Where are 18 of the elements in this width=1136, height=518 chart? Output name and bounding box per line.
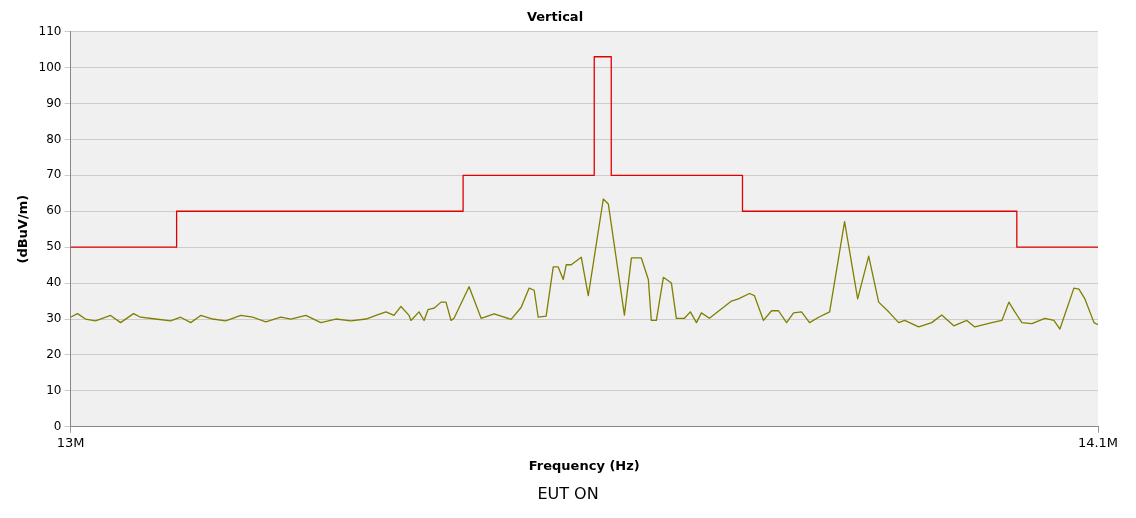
text: EUT ON — [536, 484, 600, 503]
y-tick-label: 10 — [46, 383, 62, 397]
y-tick-label: 70 — [46, 167, 62, 182]
y-tick-label: 60 — [46, 203, 62, 218]
y-tick-label: 40 — [46, 275, 62, 290]
y-tick-label: 80 — [46, 131, 62, 146]
y-tick-label: 30 — [46, 311, 62, 326]
y-tick-label: 100 — [38, 59, 62, 74]
y-axis-title: (dBuV/m) — [15, 194, 31, 264]
chart-title: Vertical — [526, 9, 584, 25]
y-tick-label: 90 — [46, 95, 62, 110]
y-tick-label: 20 — [46, 347, 62, 362]
y-tick-label: 110 — [38, 23, 62, 38]
x-tick-label: 13M — [56, 434, 85, 450]
x-tick-label: 14.1M — [1077, 434, 1119, 450]
y-tick-label: 50 — [46, 239, 62, 254]
y-tick-label: 0 — [53, 418, 62, 433]
x-axis-title: Frequency (Hz) — [528, 457, 640, 473]
